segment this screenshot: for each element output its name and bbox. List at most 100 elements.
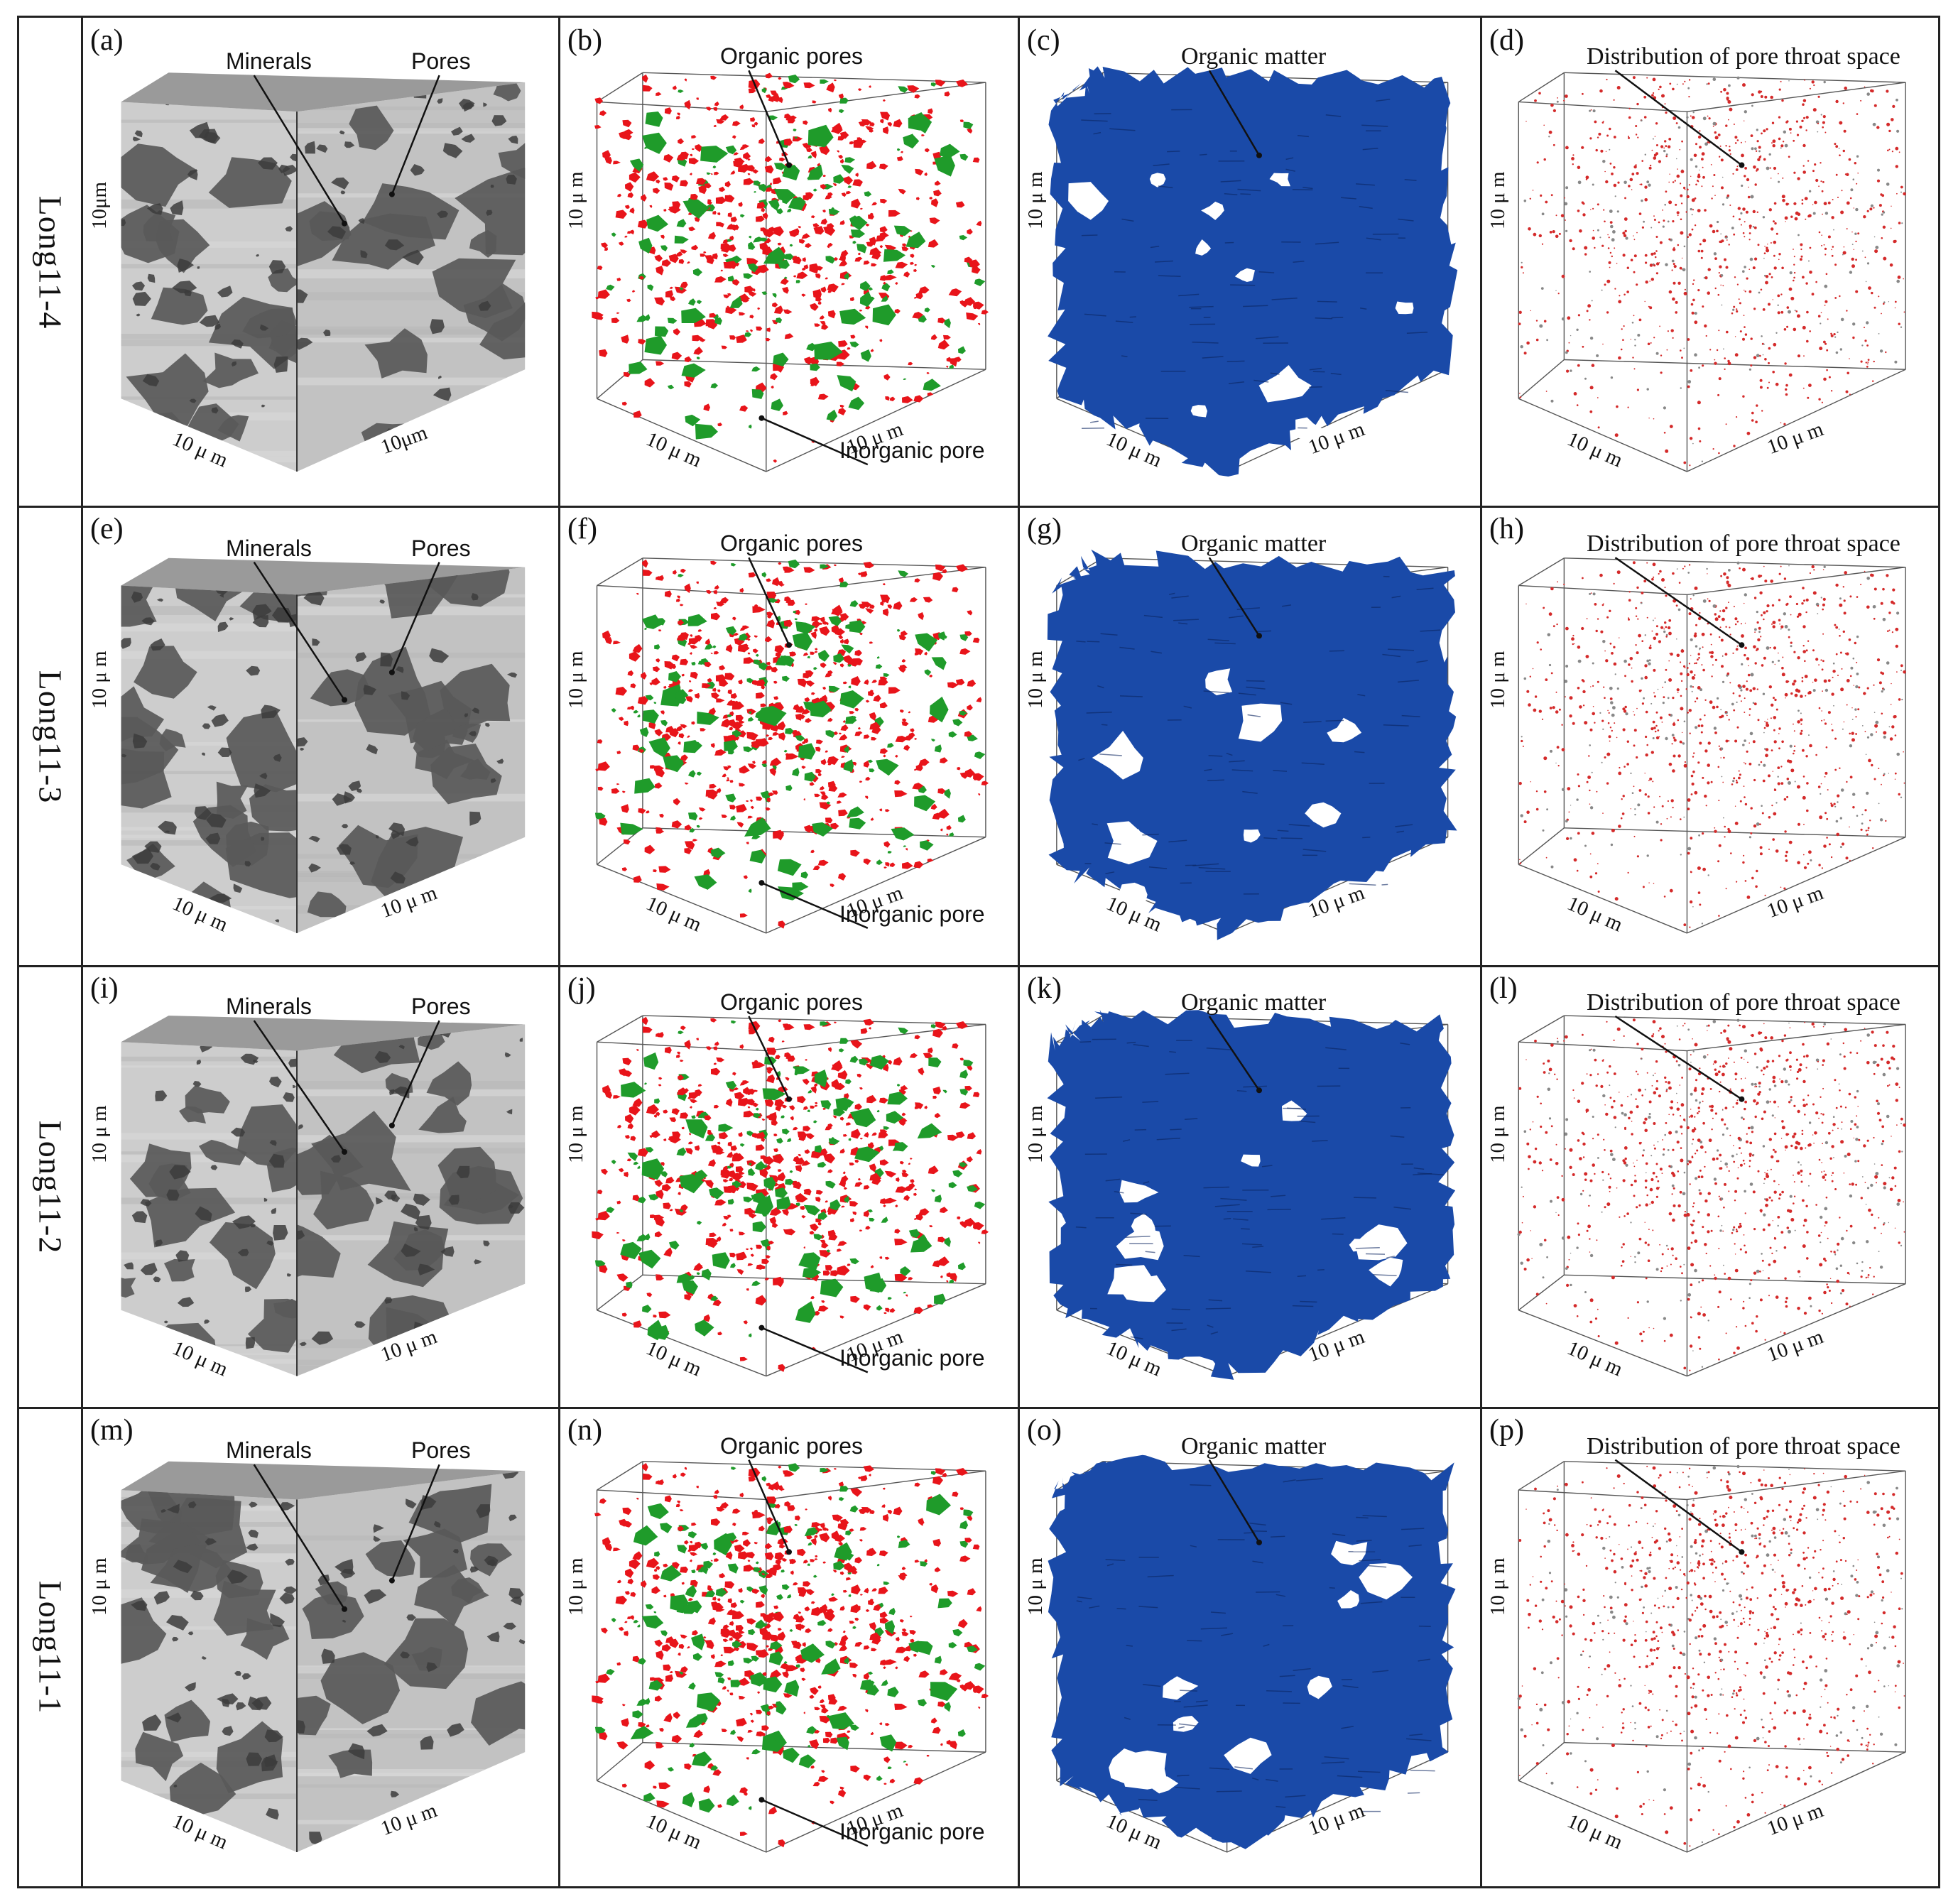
bounding-box [596, 72, 986, 472]
panel-sem: Minerals Pores (i) 10 μ m 10 μ m 10 μ m [83, 967, 558, 1407]
annotation-arrow [1208, 70, 1261, 156]
annotation-label: Minerals [226, 994, 312, 1019]
annotation-label: Organic matter [1181, 531, 1327, 557]
panel-rendering [1518, 557, 1906, 934]
annotation-arrow [761, 417, 869, 466]
annotation-arrow [1614, 1459, 1743, 1553]
annotation-label: Minerals [226, 48, 312, 74]
annotation-label: Pores [411, 1437, 471, 1463]
panel-rendering [1048, 66, 1458, 477]
panel-rendering [1517, 1015, 1906, 1377]
annotation-label: Organic matter [1181, 989, 1327, 1016]
panel-rendering [592, 1015, 989, 1377]
sample-name: Long11-1 [32, 1580, 69, 1714]
panel-letter: (b) [567, 24, 602, 57]
pore-throat-cloud [1518, 561, 1906, 928]
organic-matter-volume [1047, 549, 1457, 940]
axis-label: 10 μ m [565, 1105, 587, 1163]
panel-letter: (a) [90, 24, 124, 57]
pore-throat-cloud [1518, 76, 1906, 467]
panel-rendering [121, 1461, 526, 1853]
axis-label: 10 μ m [1024, 171, 1047, 229]
axis-label: 10 μ m [565, 1557, 587, 1616]
organic-matter-volume [1047, 1009, 1456, 1380]
annotation-label: Minerals [226, 535, 312, 561]
panel-letter: (k) [1027, 972, 1062, 1005]
annotation-arrow [748, 1459, 790, 1552]
panel-letter: (p) [1489, 1414, 1524, 1447]
panel-rendering [1047, 1009, 1456, 1380]
annotation-label: Pores [411, 535, 471, 561]
bounding-box [596, 1015, 986, 1377]
annotation-arrow [761, 1327, 869, 1373]
panel-letter: (d) [1489, 24, 1524, 57]
panel-rendering [592, 70, 989, 472]
annotation-arrow [253, 75, 346, 224]
axis-label: 10 μ m [1486, 1557, 1509, 1616]
axis-label: 10 μ m [1486, 651, 1509, 709]
panel-pores: Organic pores Inorganic pore (b) 10 μ m 10 μ… [560, 19, 1018, 506]
panel-throat: Distribution of pore throat space (h) 10 μ… [1482, 508, 1937, 965]
row-divider [19, 1407, 1938, 1409]
panel-pores: Organic pores Inorganic pore (n) 10 μ m 10 μ… [560, 1409, 1018, 1886]
panel-letter: (f) [567, 513, 597, 545]
annotation-label: Organic matter [1181, 1433, 1327, 1459]
column-divider [1018, 18, 1020, 1886]
annotation-arrow [1614, 1015, 1743, 1100]
panel-letter: (g) [1027, 513, 1062, 545]
panel-organic: Organic matter (c) 10 μ m 10 μ m 10 μ m [1020, 19, 1480, 506]
panel-pores: Organic pores Inorganic pore (f) 10 μ m 10 μ… [560, 508, 1018, 965]
annotation-label: Distribution of pore throat space [1587, 1433, 1900, 1459]
annotation-label: Inorganic pore [839, 1345, 985, 1371]
panel-letter: (o) [1027, 1414, 1062, 1447]
panel-rendering [1048, 1454, 1456, 1853]
annotation-arrow [391, 562, 440, 673]
cube-face-top [121, 1016, 526, 1051]
cube-face-right [297, 1024, 526, 1376]
pore-cloud [592, 1016, 989, 1372]
cube-face-top [121, 1461, 526, 1500]
axis-label: 10 μ m [1486, 1105, 1509, 1163]
annotation-label: Organic pores [720, 531, 863, 556]
annotation-arrow [1208, 557, 1261, 636]
panel-letter: (l) [1489, 972, 1518, 1005]
organic-matter-volume [1048, 66, 1458, 477]
annotation-arrow [391, 1464, 440, 1582]
pore-throat-cloud [1517, 1018, 1906, 1371]
axis-label: 10 μ m [88, 651, 111, 709]
annotation-arrow [1614, 557, 1743, 646]
sample-name: Long11-3 [32, 670, 69, 803]
annotation-arrow [391, 1020, 440, 1126]
annotation-label: Organic pores [720, 989, 863, 1015]
panel-rendering [592, 1459, 989, 1853]
row-label-sample: Long11-3 [19, 508, 82, 965]
panel-sem: Minerals Pores (a) 10μm 10 μ m 10μm [83, 19, 558, 506]
annotation-label: Pores [411, 994, 471, 1019]
annotation-label: Inorganic pore [839, 1819, 985, 1844]
annotation-arrow [253, 1020, 346, 1153]
panel-sem: Minerals Pores (m) 10 μ m 10 μ m 10 μ m [83, 1409, 558, 1886]
bounding-box [596, 1461, 986, 1853]
annotation-arrow [748, 70, 790, 165]
annotation-label: Distribution of pore throat space [1587, 531, 1900, 557]
annotation-arrow [1614, 70, 1743, 166]
panel-rendering [121, 72, 526, 472]
axis-label: 10μm [88, 181, 111, 229]
axis-label: 10 μ m [565, 651, 587, 709]
organic-matter-volume [1048, 1454, 1456, 1849]
bounding-box [1518, 557, 1906, 934]
cube-face-top [121, 72, 526, 112]
axis-label: 10 μ m [88, 1557, 111, 1616]
annotation-arrow [761, 1799, 869, 1847]
annotation-arrow [761, 881, 869, 929]
panel-throat: Distribution of pore throat space (l) 10 μ… [1482, 967, 1937, 1407]
panel-organic: Organic matter (k) 10 μ m 10 μ m 10 μ m [1020, 967, 1480, 1407]
annotation-label: Pores [411, 48, 471, 74]
annotation-label: Organic pores [720, 1433, 863, 1459]
annotation-label: Organic pores [720, 43, 863, 69]
annotation-arrow [253, 561, 346, 701]
row-label-sample: Long11-2 [19, 967, 82, 1407]
annotation-arrow [1208, 1459, 1261, 1543]
sem-texture [121, 1490, 298, 1829]
